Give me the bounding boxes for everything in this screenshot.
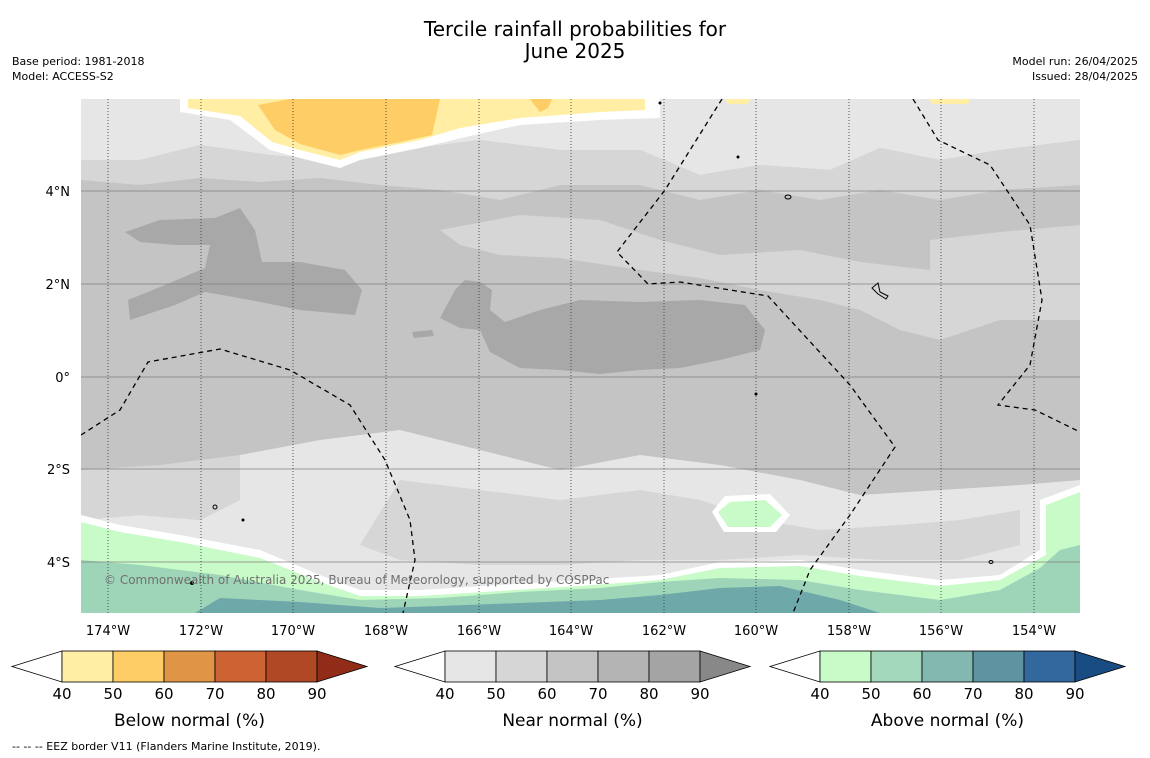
lon-label: 168°W — [364, 624, 408, 639]
near-normal-50-upper — [81, 140, 1080, 200]
title-line-2: June 2025 — [524, 39, 626, 63]
below-normal-50-small — [530, 99, 552, 112]
colorbar-extend-high — [699, 650, 752, 683]
colorbar-extend-low — [393, 650, 446, 683]
colorbar-tick-label: 40 — [810, 685, 829, 703]
lat-labels: 4°N 2°N 0° 2°S 4°S — [46, 185, 71, 571]
lon-label: 172°W — [179, 624, 223, 639]
colorbar-segment — [112, 650, 165, 683]
colorbar-tick-label: 60 — [912, 685, 931, 703]
lon-label: 170°W — [271, 624, 315, 639]
colorbar-near: 40 50 60 70 80 90 Near normal (%) — [393, 650, 752, 731]
lon-label: 164°W — [549, 624, 593, 639]
lon-label: 166°W — [457, 624, 501, 639]
near-normal-50-lower-b — [360, 480, 1020, 565]
lat-label-0: 0° — [55, 371, 70, 386]
colorbar-tick-label: 50 — [103, 685, 122, 703]
colorbar-segment — [921, 650, 974, 683]
colorbar-tick-label: 90 — [307, 685, 326, 703]
lat-label-2s: 2°S — [47, 463, 70, 478]
colorbar-segment — [819, 650, 872, 683]
lat-label-4s: 4°S — [47, 556, 70, 571]
near-normal-70-small — [412, 330, 434, 338]
colorbar-extend-high — [1074, 650, 1127, 683]
colorbar-tick-label: 70 — [588, 685, 607, 703]
colorbar-segment — [597, 650, 650, 683]
lon-label: 174°W — [86, 624, 130, 639]
colorbar-tick-label: 70 — [205, 685, 224, 703]
colorbar-extend-low — [768, 650, 821, 683]
colorbar-tick-label: 50 — [486, 685, 505, 703]
lat-label-4n: 4°N — [46, 185, 71, 200]
colorbar-tick-label: 80 — [639, 685, 658, 703]
meta-left: Base period: 1981-2018 Model: ACCESS-S2 — [12, 54, 144, 84]
model-text: Model: ACCESS-S2 — [12, 70, 114, 83]
near-normal-50-lower — [81, 455, 240, 520]
colorbar-segment — [648, 650, 701, 683]
colorbar-segment — [61, 650, 114, 683]
colorbar-tick-label: 70 — [963, 685, 982, 703]
lon-label: 154°W — [1012, 624, 1056, 639]
colorbar-segment — [546, 650, 599, 683]
lon-label: 156°W — [919, 624, 963, 639]
colorbar-segment — [444, 650, 497, 683]
issued-text: Issued: 28/04/2025 — [1031, 70, 1138, 83]
colorbar-segment — [495, 650, 548, 683]
colorbar-tick-label: 50 — [861, 685, 880, 703]
colorbar-segment — [1023, 650, 1076, 683]
lon-label: 162°W — [642, 624, 686, 639]
title-line-1: Tercile rainfall probabilities for — [423, 17, 727, 41]
below-normal-50 — [258, 99, 440, 155]
colorbar-segment — [163, 650, 216, 683]
colorbar-tick-label: 90 — [1065, 685, 1084, 703]
colorbar-extend-low — [10, 650, 63, 683]
copyright-text: © Commonwealth of Australia 2025, Bureau… — [104, 573, 609, 587]
colorbar-tick-label: 40 — [435, 685, 454, 703]
colorbar-title: Above normal (%) — [871, 711, 1024, 731]
colorbar-tick-label: 40 — [52, 685, 71, 703]
lat-label-2n: 2°N — [46, 278, 71, 293]
above-normal-patch — [718, 500, 782, 527]
above-normal-50 — [81, 545, 1080, 613]
colorbar-above: 40 50 60 70 80 90 Above normal (%) — [768, 650, 1127, 731]
near-normal-70-central — [440, 280, 765, 374]
colorbar-tick-label: 80 — [1014, 685, 1033, 703]
colorbar-tick-label: 60 — [537, 685, 556, 703]
map-title: Tercile rainfall probabilities for June … — [0, 18, 1150, 62]
colorbar-segment — [214, 650, 267, 683]
below-normal-40-right — [725, 99, 970, 104]
lon-label: 160°W — [734, 624, 778, 639]
eez-borders — [81, 99, 1080, 613]
lon-label: 158°W — [827, 624, 871, 639]
colorbar-segment — [870, 650, 923, 683]
colorbar-segment — [265, 650, 318, 683]
islands — [190, 101, 994, 585]
eez-footnote: -- -- -- EEZ border V11 (Flanders Marine… — [12, 740, 321, 753]
colorbar-title: Near normal (%) — [502, 711, 642, 731]
colorbar-tick-label: 60 — [154, 685, 173, 703]
colorbar-extend-high — [316, 650, 369, 683]
base-period-text: Base period: 1981-2018 — [12, 55, 145, 68]
meta-right: Model run: 26/04/2025 Issued: 28/04/2025 — [1012, 54, 1138, 84]
above-normal-40 — [81, 492, 1080, 613]
model-run-text: Model run: 26/04/2025 — [1012, 55, 1138, 68]
map-plot-area: © Commonwealth of Australia 2025, Bureau… — [81, 99, 1080, 613]
above-normal-60 — [195, 586, 880, 613]
colorbar-tick-label: 80 — [256, 685, 275, 703]
colorbar-tick-label: 90 — [690, 685, 709, 703]
grid — [81, 190, 1080, 563]
colorbar-below: 40 50 60 70 80 90 Below normal (%) — [10, 650, 369, 731]
near-normal-70-west — [125, 208, 362, 320]
lon-labels: 174°W 172°W 170°W 168°W 166°W 164°W 162°… — [86, 624, 1056, 639]
colorbar-title: Below normal (%) — [114, 711, 265, 731]
colorbar-segment — [972, 650, 1025, 683]
near-normal-50-mid — [440, 215, 1080, 340]
